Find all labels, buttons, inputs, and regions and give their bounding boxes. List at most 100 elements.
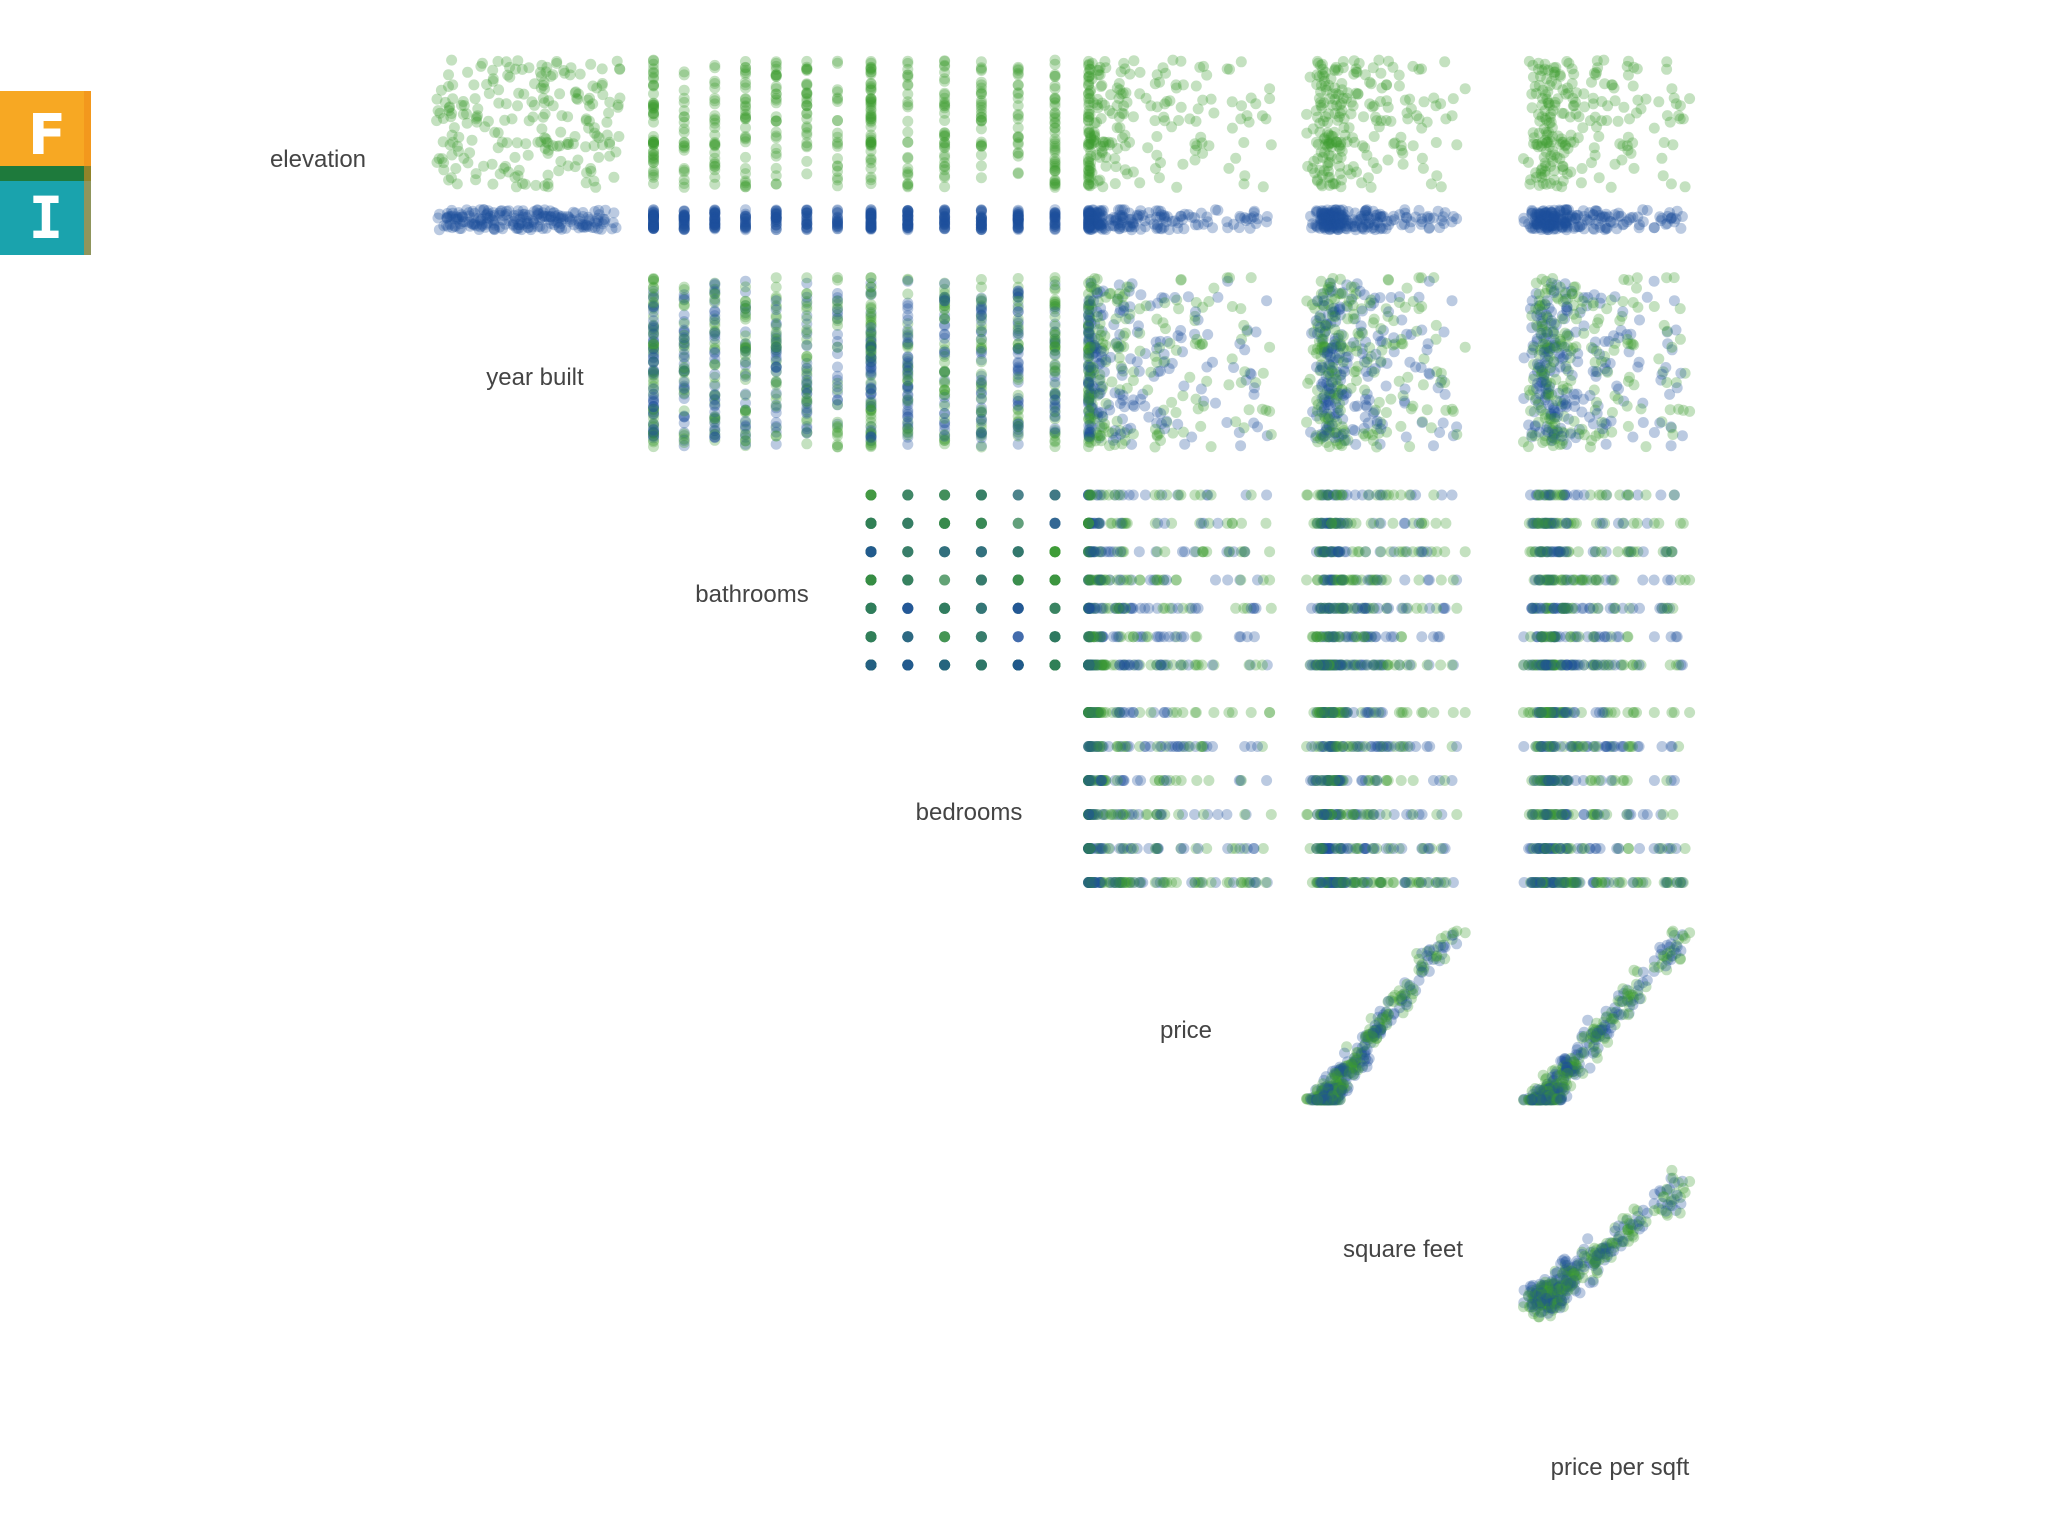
data-point — [536, 59, 548, 71]
logo: F I — [0, 91, 91, 255]
data-point — [832, 370, 843, 382]
data-point — [832, 381, 843, 393]
data-point — [1648, 275, 1660, 287]
data-point — [939, 96, 951, 108]
data-point — [543, 144, 554, 156]
data-point — [478, 160, 490, 172]
data-point — [475, 215, 487, 227]
data-point — [648, 209, 659, 221]
data-point — [1653, 353, 1665, 365]
data-point — [583, 122, 595, 134]
data-point — [740, 216, 751, 228]
data-point — [740, 345, 751, 357]
data-point — [801, 207, 813, 219]
data-point — [1336, 217, 1348, 229]
data-point — [563, 139, 574, 150]
data-point — [801, 204, 813, 216]
data-point — [552, 140, 563, 152]
data-point — [648, 58, 659, 70]
data-point — [1189, 154, 1201, 166]
data-point — [611, 55, 623, 67]
data-point — [832, 140, 843, 152]
data-point — [1612, 115, 1624, 127]
data-point — [1562, 82, 1573, 94]
data-point — [1116, 363, 1128, 375]
data-point — [648, 171, 659, 183]
data-point — [709, 78, 721, 89]
data-point — [648, 209, 659, 221]
data-point — [740, 131, 751, 142]
data-point — [832, 394, 843, 406]
data-point — [832, 207, 843, 218]
data-point — [1345, 96, 1357, 108]
data-point — [709, 212, 721, 224]
data-point — [939, 424, 951, 436]
data-point — [1560, 401, 1572, 413]
data-point — [902, 115, 914, 127]
data-point — [597, 89, 609, 101]
cell-year-built-vs-price — [1083, 272, 1277, 453]
data-point — [832, 295, 843, 307]
data-point — [507, 218, 519, 230]
data-point — [709, 140, 721, 152]
data-point — [1666, 83, 1678, 95]
data-point — [770, 88, 782, 100]
data-point — [648, 210, 659, 222]
data-point — [648, 108, 659, 119]
data-point — [678, 111, 690, 123]
data-point — [1383, 306, 1395, 318]
data-point — [1533, 57, 1544, 69]
data-point — [770, 351, 782, 363]
data-point — [592, 223, 604, 235]
data-point — [580, 141, 592, 153]
data-point — [1049, 401, 1061, 413]
data-point — [801, 88, 813, 99]
data-point — [583, 213, 595, 225]
data-point — [597, 218, 609, 230]
data-point — [1535, 168, 1547, 180]
data-point — [1106, 108, 1118, 119]
data-point — [678, 214, 690, 226]
data-point — [648, 211, 659, 222]
data-point — [709, 62, 721, 74]
data-point — [1591, 121, 1602, 133]
data-point — [648, 216, 659, 228]
data-point — [507, 219, 519, 231]
data-point — [1121, 96, 1133, 108]
data-point — [1012, 63, 1024, 75]
data-point — [476, 57, 488, 69]
data-point — [709, 222, 721, 234]
data-point — [1012, 327, 1024, 339]
data-point — [678, 166, 690, 178]
data-point — [740, 212, 751, 224]
data-point — [1084, 127, 1095, 139]
data-point — [678, 332, 690, 344]
data-point — [555, 213, 567, 225]
data-point — [1562, 341, 1574, 353]
data-point — [939, 328, 951, 340]
data-point — [709, 217, 721, 229]
data-point — [512, 222, 524, 234]
data-point — [975, 140, 987, 152]
data-point — [1373, 121, 1385, 133]
data-point — [509, 151, 521, 163]
data-point — [678, 299, 690, 311]
data-point — [1235, 56, 1247, 68]
data-point — [740, 111, 751, 123]
data-point — [516, 63, 528, 75]
data-point — [522, 149, 534, 161]
data-point — [1577, 295, 1589, 307]
data-point — [553, 221, 565, 233]
data-point — [709, 206, 721, 217]
data-point — [770, 295, 782, 307]
data-point — [476, 220, 488, 232]
data-point — [444, 101, 456, 113]
data-point — [801, 100, 813, 112]
data-point — [678, 223, 690, 235]
data-point — [902, 275, 914, 287]
data-point — [801, 113, 813, 125]
data-point — [1208, 107, 1220, 119]
cell-year-built-vs-bedrooms — [865, 272, 1061, 453]
data-point — [1111, 293, 1123, 305]
data-point — [463, 210, 475, 222]
